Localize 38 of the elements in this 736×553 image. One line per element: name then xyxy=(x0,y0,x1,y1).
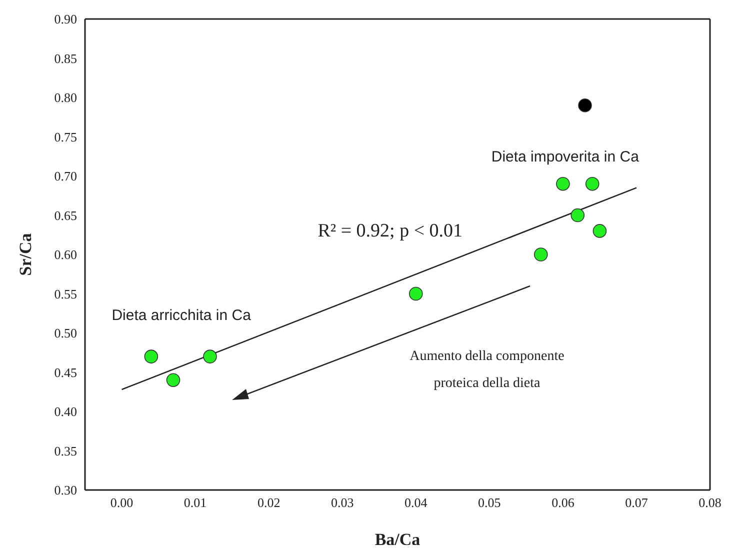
annotation: Dieta impoverita in Ca xyxy=(491,148,640,166)
x-tick-label: 0.04 xyxy=(404,495,428,510)
point xyxy=(556,176,570,191)
x-tick-label: 0.08 xyxy=(698,495,722,510)
y-tick-label: 0.85 xyxy=(54,50,77,66)
y-tick-label: 0.40 xyxy=(54,404,77,420)
annotation: Dieta arricchita in Ca xyxy=(112,306,252,324)
point xyxy=(144,350,158,364)
point xyxy=(592,224,607,238)
point xyxy=(166,373,180,387)
x-tick-label: 0.05 xyxy=(478,495,501,510)
point xyxy=(585,176,600,191)
point xyxy=(534,248,548,262)
y-tick-label: 0.90 xyxy=(54,12,77,27)
y-tick-label: 0.50 xyxy=(54,326,77,341)
point xyxy=(578,98,592,112)
x-axis-title: Ba/Ca xyxy=(374,530,421,549)
x-tick-label: 0.03 xyxy=(330,495,354,510)
x-tick-label: 0.07 xyxy=(625,495,648,510)
point xyxy=(203,350,217,364)
y-tick-label: 0.60 xyxy=(54,247,77,262)
y-tick-label: 0.55 xyxy=(54,286,77,302)
y-tick-label: 0.70 xyxy=(54,168,77,184)
y-tick-label: 0.35 xyxy=(54,443,77,458)
y-axis-title: Sr/Ca xyxy=(16,232,36,276)
point xyxy=(570,208,585,222)
x-tick-label: 0.01 xyxy=(184,495,207,510)
x-tick-label: 0.00 xyxy=(110,495,134,510)
x-tick-label: 0.06 xyxy=(552,495,575,510)
x-tick-label: 0.02 xyxy=(257,495,280,510)
y-tick-label: 0.65 xyxy=(54,208,77,223)
y-tick-label: 0.30 xyxy=(54,482,77,498)
point xyxy=(408,286,423,301)
y-tick-label: 0.75 xyxy=(54,129,77,144)
y-tick-label: 0.45 xyxy=(54,364,77,380)
y-tick-label: 0.80 xyxy=(54,90,77,106)
annotation: Aumento della componente proteica della dieta xyxy=(410,349,564,391)
annotation: R² = 0.92; p < 0.01 xyxy=(318,220,463,242)
